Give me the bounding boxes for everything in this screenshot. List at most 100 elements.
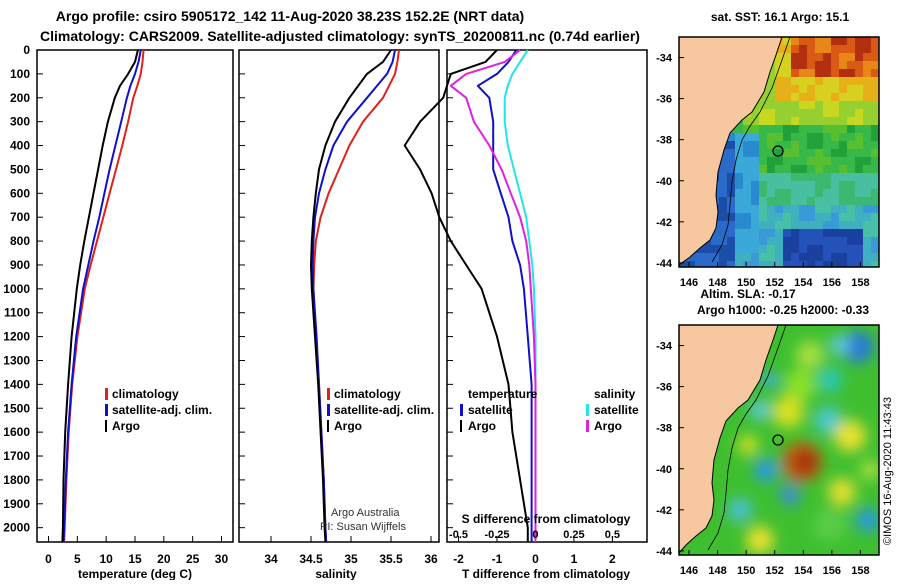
depth-tick-label: 1400: [3, 377, 30, 391]
x-tick-label: 5: [74, 552, 81, 566]
sst-cell: [839, 245, 847, 253]
sst-cell: [847, 245, 855, 253]
salinity-diff-tick-label: 0.25: [563, 529, 584, 541]
difference-salinity-ticks: -0.5 -0.25 0 0.25 0.5: [449, 529, 620, 541]
salinity-plot-frame: [238, 49, 440, 543]
legend-heading-salinity: salinity: [594, 387, 636, 401]
sst-cell: [863, 149, 871, 157]
sst-cell: [783, 213, 791, 221]
sst-cell: [735, 245, 743, 253]
sst-cell: [863, 61, 871, 69]
sst-cell: [743, 229, 751, 237]
lon-tick-label: 158: [851, 565, 869, 577]
sst-cell: [847, 85, 855, 93]
sst-cell: [719, 261, 727, 267]
sla-map-title2: Argo h1000: -0.25 h2000: -0.33: [697, 303, 869, 317]
sst-cell: [759, 253, 767, 261]
lon-tick-label: 148: [708, 565, 726, 577]
sst-cell: [847, 109, 855, 117]
sst-cell: [727, 181, 735, 189]
sst-cell: [775, 77, 783, 85]
sst-cell: [863, 261, 871, 267]
sst-cell: [839, 101, 847, 109]
sst-cell: [831, 245, 839, 253]
sst-cell: [743, 117, 751, 125]
sst-cell: [847, 125, 855, 133]
sst-cell: [791, 213, 799, 221]
sst-cell: [823, 149, 831, 157]
lon-tick-label: 148: [708, 277, 726, 289]
sst-cell: [871, 189, 879, 197]
lat-tick-label: -42: [656, 217, 672, 229]
sst-cell: [759, 221, 767, 229]
sst-cell: [735, 141, 743, 149]
sst-cell: [831, 213, 839, 221]
salinity-diff-tick-label: 0.5: [605, 529, 620, 541]
sst-cell: [759, 213, 767, 221]
legend-swatch-t-satellite: [460, 404, 463, 416]
sst-cell: [855, 37, 863, 45]
sst-lat-ticks: -34 -36 -38 -40 -42 -44: [656, 53, 684, 270]
depth-tick-label: 1100: [4, 306, 30, 320]
sst-cell: [767, 205, 775, 213]
sst-cell: [743, 205, 751, 213]
sst-cell: [727, 221, 735, 229]
sst-cell: [855, 189, 863, 197]
sst-cell: [791, 109, 799, 117]
sst-cell: [799, 101, 807, 109]
sst-cell: [831, 109, 839, 117]
sst-cell: [799, 109, 807, 117]
sst-cell: [799, 213, 807, 221]
sst-cell: [807, 61, 815, 69]
sst-cell: [807, 125, 815, 133]
sst-cell: [751, 261, 759, 267]
lat-tick-label: -40: [656, 464, 672, 476]
x-tick-label: 35.5: [379, 552, 403, 566]
sst-cell: [767, 173, 775, 181]
sst-cell: [743, 213, 751, 221]
temperature-series: [61, 49, 145, 543]
sst-cell: [839, 229, 847, 237]
sst-cell: [823, 37, 831, 45]
sst-cell: [743, 149, 751, 157]
sst-cell: [775, 125, 783, 133]
sst-cell: [775, 229, 783, 237]
sst-cell: [831, 157, 839, 165]
sst-cell: [775, 93, 783, 101]
sst-cell: [679, 261, 687, 267]
sst-cell: [799, 45, 807, 53]
sst-cell: [863, 229, 871, 237]
sst-cell: [847, 149, 855, 157]
sst-cell: [815, 189, 823, 197]
depth-tick-label: 1700: [3, 449, 30, 463]
sla-anomaly-blob: [814, 406, 842, 434]
sst-cell: [791, 77, 799, 85]
depth-tick-label: 1900: [3, 497, 30, 511]
sst-cell: [847, 197, 855, 205]
sst-cell: [823, 93, 831, 101]
salinity-x-ticks: 34 34.5 35 35.5 36: [264, 536, 438, 566]
sst-cell: [783, 133, 791, 141]
lon-tick-label: 154: [794, 277, 813, 289]
lon-tick-label: 146: [680, 277, 698, 289]
series-line-argo: [310, 49, 392, 543]
sst-cell: [863, 189, 871, 197]
sst-cell: [751, 165, 759, 173]
sst-cell: [871, 253, 879, 261]
sst-cell: [831, 37, 839, 45]
sst-cell: [775, 157, 783, 165]
sst-cell: [775, 101, 783, 109]
sst-cell: [823, 125, 831, 133]
lon-tick-label: 152: [766, 565, 784, 577]
sst-cell: [759, 261, 767, 267]
sst-cell: [791, 101, 799, 109]
sst-cell: [791, 173, 799, 181]
sst-cell: [751, 229, 759, 237]
sst-cell: [775, 213, 783, 221]
lon-tick-label: 152: [766, 277, 784, 289]
sst-cell: [863, 117, 871, 125]
sst-cell: [839, 237, 847, 245]
sst-cell: [815, 77, 823, 85]
